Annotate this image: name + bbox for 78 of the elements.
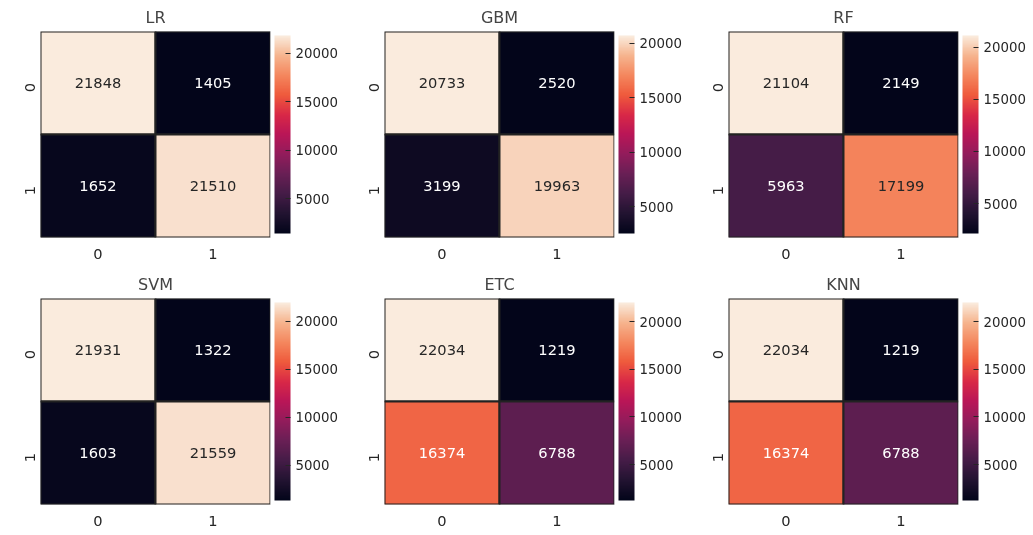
y-tick-label: 1 — [364, 186, 382, 196]
x-tick-label: 0 — [781, 244, 791, 262]
chart-title: GBM — [480, 7, 519, 27]
data-label: 22034 — [418, 341, 466, 358]
color-bar-label: 5000 — [295, 191, 330, 207]
y-tick-label: 0 — [364, 350, 382, 360]
y-tick-label: 1 — [364, 453, 382, 463]
color-bar-label: 20000 — [639, 314, 682, 330]
x-tick-label: 0 — [437, 244, 447, 262]
chart-title: LR — [145, 7, 166, 27]
color-bar-label: 20000 — [295, 46, 338, 62]
color-bar-label: 15000 — [983, 92, 1026, 108]
x-tick-label: 0 — [781, 511, 791, 529]
x-tick-label: 0 — [93, 244, 103, 262]
chart-title: RF — [833, 7, 854, 27]
data-label: 20733 — [418, 74, 466, 91]
data-label: 6788 — [882, 444, 920, 461]
color-bar-label: 5000 — [639, 457, 674, 473]
data-label: 17199 — [877, 177, 925, 194]
color-bar-label: 15000 — [639, 90, 682, 106]
color-bar-label: 5000 — [983, 457, 1018, 473]
data-label: 21510 — [189, 177, 237, 194]
color-bar-label: 10000 — [639, 145, 682, 161]
y-tick-label: 1 — [708, 186, 726, 196]
data-label: 2520 — [538, 74, 576, 91]
data-label: 21559 — [189, 444, 237, 461]
color-bar-label: 15000 — [639, 362, 682, 378]
x-tick-label: 1 — [208, 511, 218, 529]
color-bar-label: 10000 — [295, 143, 338, 159]
color-bar-label: 20000 — [983, 40, 1026, 56]
data-label: 1405 — [194, 74, 232, 91]
data-label: 21104 — [762, 74, 810, 91]
x-tick-label: 0 — [437, 511, 447, 529]
y-tick-label: 0 — [364, 83, 382, 93]
color-bar-label: 5000 — [983, 196, 1018, 212]
chart-title: KNN — [826, 274, 861, 294]
color-bar-label: 15000 — [295, 94, 338, 110]
color-bar-label: 10000 — [639, 409, 682, 425]
x-tick-label: 1 — [896, 511, 906, 529]
data-label: 3199 — [423, 177, 461, 194]
color-bar-label: 5000 — [295, 458, 330, 474]
data-label: 21931 — [74, 341, 122, 358]
y-tick-label: 1 — [708, 453, 726, 463]
color-bar-label: 10000 — [295, 410, 338, 426]
chart-title: ETC — [484, 274, 515, 294]
data-label: 1603 — [79, 444, 117, 461]
y-tick-label: 0 — [20, 83, 38, 93]
data-label: 16374 — [418, 444, 466, 461]
x-tick-label: 0 — [93, 511, 103, 529]
y-tick-label: 1 — [20, 453, 38, 463]
data-label: 6788 — [538, 444, 576, 461]
data-label: 1652 — [79, 177, 117, 194]
color-bar-label: 20000 — [295, 314, 338, 330]
data-label: 19963 — [533, 177, 581, 194]
x-tick-label: 1 — [208, 244, 218, 262]
data-label: 16374 — [762, 444, 810, 461]
color-bar-label: 10000 — [983, 409, 1026, 425]
y-tick-label: 0 — [708, 83, 726, 93]
data-label: 1219 — [882, 341, 920, 358]
color-bar-label: 20000 — [639, 36, 682, 52]
color-bar-label: 15000 — [983, 362, 1026, 378]
color-bar-label: 15000 — [295, 362, 338, 378]
x-tick-label: 1 — [552, 244, 562, 262]
chart-title: SVM — [138, 274, 173, 294]
y-tick-label: 1 — [20, 186, 38, 196]
x-tick-label: 1 — [552, 511, 562, 529]
data-label: 1219 — [538, 341, 576, 358]
data-label: 2149 — [882, 74, 920, 91]
y-tick-label: 0 — [708, 350, 726, 360]
color-bar-label: 5000 — [639, 199, 674, 215]
color-bar-label: 10000 — [983, 144, 1026, 160]
color-bar-label: 20000 — [983, 314, 1026, 330]
data-label: 5963 — [767, 177, 805, 194]
y-tick-label: 0 — [20, 350, 38, 360]
data-label: 22034 — [762, 341, 810, 358]
data-label: 1322 — [194, 341, 232, 358]
data-label: 21848 — [74, 74, 122, 91]
x-tick-label: 1 — [896, 244, 906, 262]
